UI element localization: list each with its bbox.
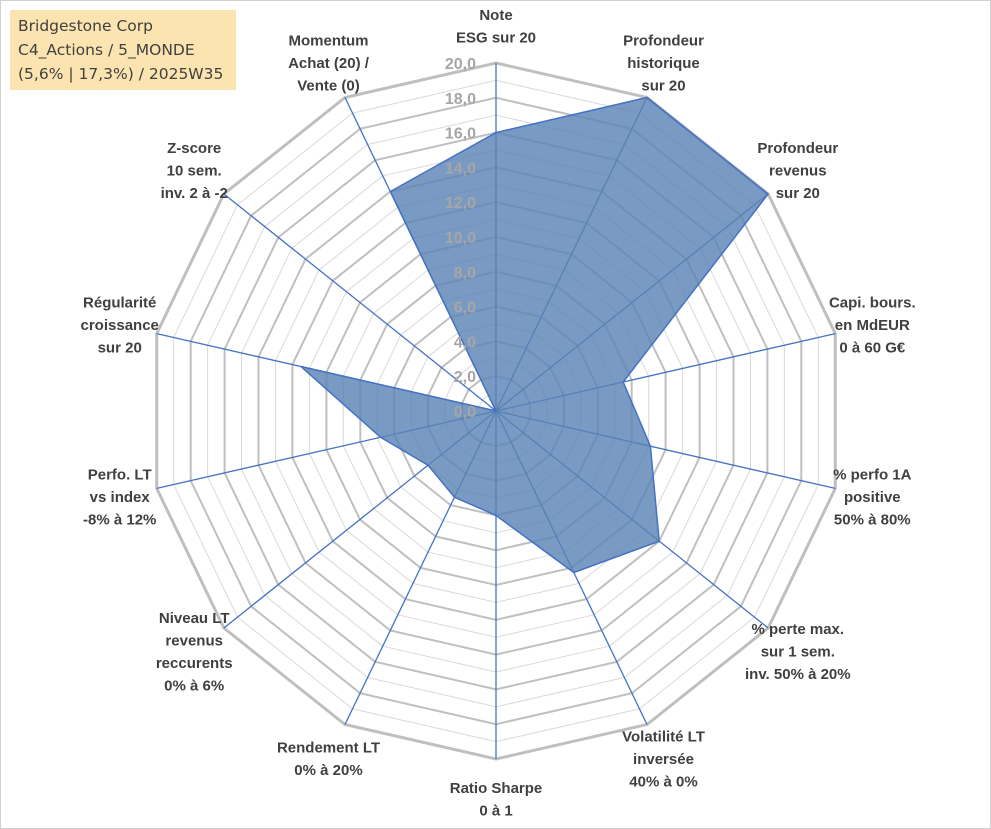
category-label-line: 0% à 20% — [294, 762, 362, 779]
category-label-line: Capi. bours. — [829, 295, 916, 312]
category-label-line: Ratio Sharpe — [450, 780, 543, 797]
category-label-line: 50% à 80% — [834, 511, 911, 528]
category-label-line: Profondeur — [623, 33, 704, 50]
info-stats: (5,6% | 17,3%) / 2025W35 — [18, 65, 224, 83]
category-label: % perfo 1A positive 50% à 80% — [833, 466, 912, 528]
radial-tick-label: 4,0 — [454, 334, 476, 351]
category-label: Perfo. LT vs index -8% à 12% — [83, 466, 156, 528]
category-label-line: % perte max. — [752, 621, 845, 638]
category-label-line: sur 20 — [776, 185, 820, 202]
category-label-line: inversée — [633, 751, 694, 768]
series-area — [300, 96, 770, 574]
category-label-line: sur 20 — [98, 340, 142, 357]
category-label-line: positive — [844, 489, 901, 506]
category-label: Z-score 10 sem. inv. 2 à -2 — [161, 140, 228, 202]
category-label: Profondeur historique sur 20 — [623, 33, 704, 95]
category-label: Ratio Sharpe 0 à 1 — [450, 780, 543, 820]
category-label: Rendement LT 0% à 20% — [277, 740, 380, 780]
category-label: Niveau LT revenus reccurents 0% à 6% — [156, 610, 233, 695]
category-label: Profondeur revenus sur 20 — [757, 140, 838, 202]
radial-tick-label: 16,0 — [445, 126, 476, 143]
category-label: Note ESG sur 20 — [456, 7, 536, 47]
category-label: Volatilité LT inversée 40% à 0% — [622, 728, 705, 790]
category-label-line: revenus — [769, 162, 827, 179]
category-label-line: Achat (20) / — [288, 55, 370, 72]
radial-tick-label: 14,0 — [445, 160, 476, 177]
category-label: % perte max. sur 1 sem. inv. 50% à 20% — [745, 621, 851, 683]
category-label-line: Volatilité LT — [622, 728, 705, 745]
category-label-line: reccurents — [156, 655, 233, 672]
radial-tick-label: 12,0 — [445, 195, 476, 212]
category-label-line: revenus — [165, 632, 223, 649]
radial-tick-label: 6,0 — [454, 300, 476, 317]
radar-spoke — [223, 193, 497, 412]
radial-tick-label: 20,0 — [445, 56, 476, 73]
category-label-line: Profondeur — [757, 140, 838, 157]
category-label-line: 10 sem. — [167, 162, 222, 179]
category-label-line: sur 20 — [641, 78, 685, 95]
radial-tick-label: 2,0 — [454, 369, 476, 386]
category-label-line: vs index — [90, 489, 151, 506]
category-label-line: croissance — [81, 317, 159, 334]
category-label-line: Régularité — [83, 295, 156, 312]
category-label: Momentum Achat (20) / Vente (0) — [288, 33, 370, 95]
category-label-line: Momentum — [289, 33, 369, 50]
category-label-line: historique — [627, 55, 700, 72]
radial-tick-labels: 0,0 2,0 4,0 6,0 8,0 10,0 12,0 14,0 16,0 18,0 20,0 — [445, 56, 476, 421]
category-label-line: inv. 50% à 20% — [745, 666, 851, 683]
category-label-line: 0% à 6% — [164, 677, 224, 694]
category-label-line: Rendement LT — [277, 740, 380, 757]
category-label-line: % perfo 1A — [833, 466, 912, 483]
category-label: Régularité croissance sur 20 — [81, 295, 159, 357]
radial-tick-label: 18,0 — [445, 91, 476, 108]
category-labels: Note ESG sur 20 Profondeur historique sur 20… — [81, 7, 916, 820]
category-label-line: Niveau LT — [159, 610, 230, 627]
category-label-line: 0 à 1 — [479, 803, 512, 820]
category-label-line: Note — [479, 7, 512, 24]
category-label-line: ESG sur 20 — [456, 30, 536, 47]
category-label-line: -8% à 12% — [83, 511, 156, 528]
info-box: Bridgestone Corp C4_Actions / 5_MONDE (5… — [10, 10, 236, 90]
radial-tick-label: 10,0 — [445, 230, 476, 247]
category-label-line: 40% à 0% — [629, 773, 697, 790]
radar-series — [300, 96, 770, 574]
category-label-line: 0 à 60 G€ — [839, 340, 906, 357]
radial-tick-label: 0,0 — [454, 404, 476, 421]
radial-tick-label: 8,0 — [454, 265, 476, 282]
category-label-line: Vente (0) — [297, 78, 360, 95]
category-label-line: inv. 2 à -2 — [161, 185, 228, 202]
info-company: Bridgestone Corp — [18, 17, 153, 35]
info-category: C4_Actions / 5_MONDE — [18, 41, 195, 59]
category-label-line: Perfo. LT — [88, 466, 152, 483]
category-label-line: en MdEUR — [835, 317, 910, 334]
category-label-line: Z-score — [167, 140, 221, 157]
category-label-line: sur 1 sem. — [761, 644, 835, 661]
category-label: Capi. bours. en MdEUR 0 à 60 G€ — [829, 295, 916, 357]
